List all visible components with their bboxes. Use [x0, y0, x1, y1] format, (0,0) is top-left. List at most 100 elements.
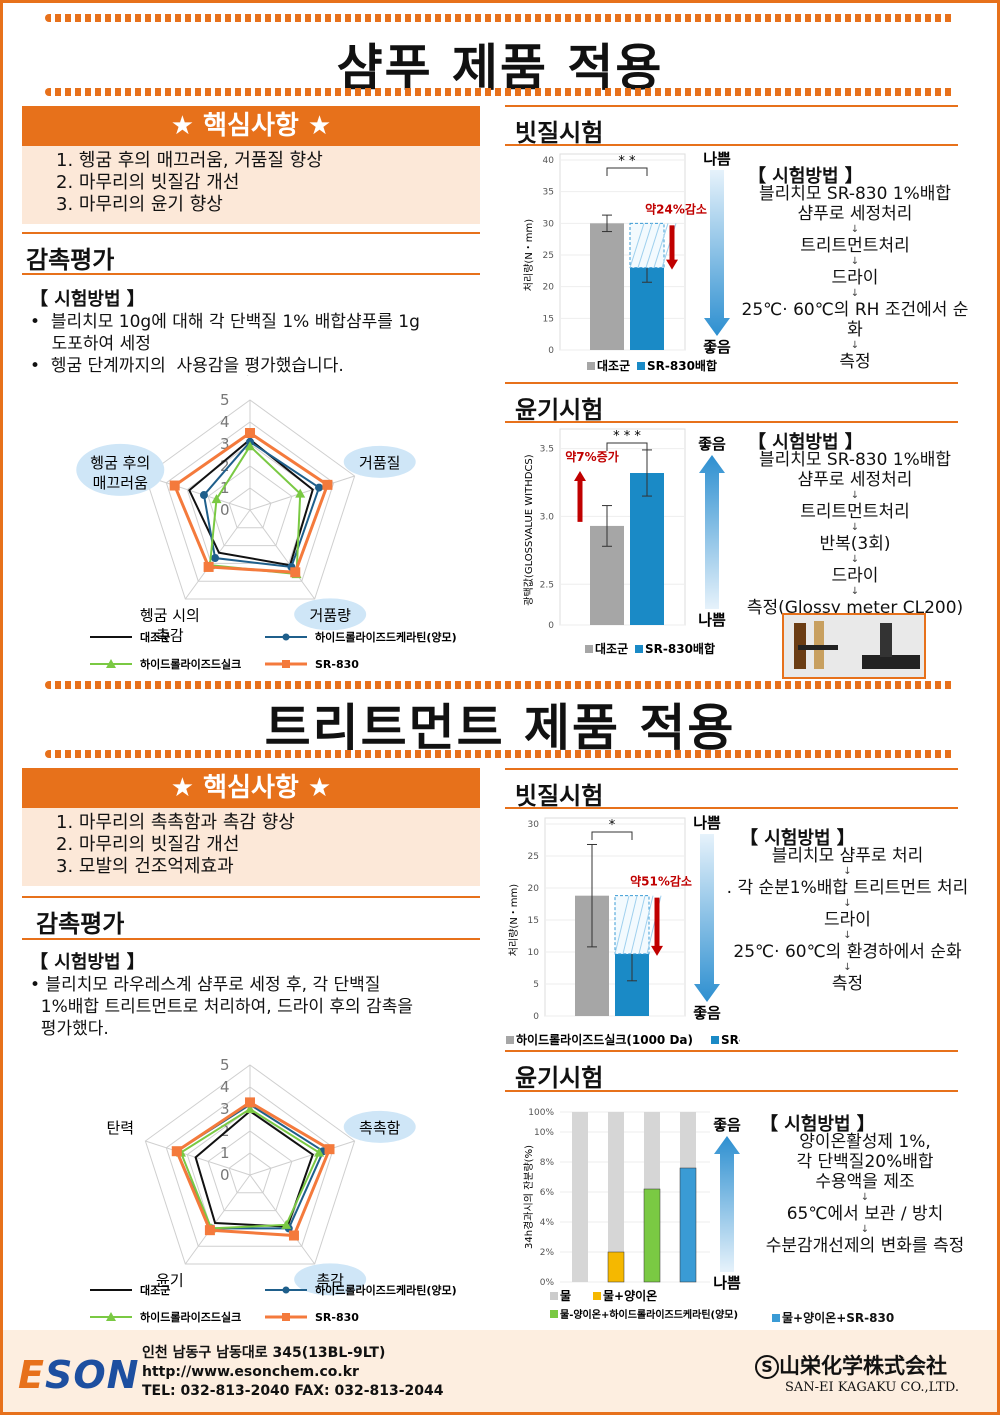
radar-point: [314, 1147, 325, 1157]
radar-spoke: [249, 1174, 316, 1265]
tick-label: 2%: [540, 1248, 555, 1258]
significance-bracket: [591, 831, 633, 840]
step-arrow-icon: ↓: [850, 288, 860, 299]
method-line: 1%배합 트리트먼트로 처리하여, 드라이 후의 감촉을: [30, 997, 413, 1017]
method-line: 평가했다.: [30, 1019, 109, 1039]
bar: [607, 1251, 625, 1283]
radar-grid: [228, 487, 272, 529]
radar-scale-label: 3: [220, 435, 230, 453]
method-step: 측정: [831, 974, 864, 994]
radar-spoke: [184, 509, 251, 600]
radar-point: [324, 1144, 335, 1155]
section1-title: 샴푸 제품 적용: [336, 39, 664, 97]
website-link[interactable]: http://www.esonchem.co.kr: [142, 1364, 359, 1380]
legend-swatch: [587, 362, 595, 370]
radar-scale-label: 0: [220, 1166, 230, 1184]
gloss-method-steps: 블리치모 SR-830 1%배합 샴푸로 세정처리 ↓ 트리트먼트처리 ↓ 반복(3회) ↓…: [745, 450, 965, 618]
address: 인천 남동구 남동대로 345(13BL-9LT): [142, 1345, 386, 1361]
method-step: 블리치모 샴푸로 처리: [771, 846, 924, 866]
method-step: 반복(3회): [819, 534, 891, 554]
divider: [505, 421, 958, 423]
radar-point: [245, 1104, 255, 1113]
significance-bracket: [606, 442, 648, 451]
method-step: 각 단백질20%배합: [796, 1152, 934, 1172]
key-points-list: 1. 헹굼 후의 매끄러움, 거품질 향상 2. 마무리의 빗질감 개선 3. …: [22, 146, 480, 224]
radar-point: [295, 488, 306, 498]
comb-test-title: 빗질시험: [515, 782, 604, 810]
key-point: 2. 마무리의 빗질감 개선: [56, 834, 240, 855]
direction-label-bottom: 좋음: [703, 338, 731, 356]
step-arrow-icon: ↓: [850, 522, 860, 533]
legend-label: SR-830배합(800-1000 Da): [721, 1032, 740, 1047]
legend-swatch: [637, 362, 645, 370]
method-step: 블리치모 SR-830 1%배합: [758, 184, 952, 204]
tick-label: 10%: [534, 1128, 554, 1138]
radar-scale-label: 2: [220, 457, 230, 475]
tick-label: 40: [543, 156, 555, 166]
legend-swatch: [635, 645, 643, 653]
legend-swatch: [711, 1036, 719, 1044]
significance-label: * *: [618, 154, 636, 169]
method-step: 트리트먼트처리: [800, 236, 910, 256]
key-point: 2. 마무리의 빗질감 개선: [56, 172, 240, 193]
key-point: 3. 마무리의 윤기 향상: [56, 194, 223, 215]
radar-spoke: [249, 1140, 355, 1176]
radar-spoke: [184, 1174, 251, 1265]
method-line: • 헹굼 단계까지의 사용감을 평가했습니다.: [30, 356, 344, 376]
tick-label: 25: [528, 852, 539, 862]
y-axis-label: 처리량(N・mm): [508, 884, 520, 956]
legend-label: 대조군: [140, 630, 170, 644]
radar-grid: [207, 465, 293, 547]
method-step: 측정: [839, 352, 871, 372]
method-title: 【 시험방법 】: [30, 952, 145, 973]
change-arrow-head: [574, 471, 586, 481]
radar-scale-label: 1: [220, 1144, 230, 1162]
bar: [679, 1167, 697, 1283]
legend-marker: [282, 633, 290, 641]
divider: [505, 1050, 958, 1052]
divider: [22, 896, 480, 898]
radar-scale-label: 4: [220, 1078, 230, 1096]
divider: [505, 105, 958, 107]
radar-point: [315, 483, 324, 492]
radar-axis-label: 거품량: [309, 606, 351, 624]
tick-label: 0%: [540, 1278, 555, 1288]
y-axis-label: 광택값(GLOSSVALUE WITHDCS): [523, 454, 535, 605]
reduction-box: [629, 222, 665, 269]
tick-label: 30: [528, 820, 540, 830]
radar-axis-label: 촉감: [156, 626, 184, 644]
step-arrow-icon: ↓: [850, 340, 860, 351]
legend-swatch: [550, 1292, 558, 1300]
step-arrow-icon: ↓: [843, 962, 852, 973]
step-arrow-icon: ↓: [843, 898, 852, 909]
divider: [505, 144, 958, 146]
glossmeter-photo: [782, 613, 926, 679]
radar-axis-label: 헹굼 후의: [90, 454, 150, 472]
method-step: 25℃· 60℃의 환경하에서 순화: [733, 942, 962, 962]
direction-label-bottom: 나쁨: [713, 1274, 741, 1292]
divider: [22, 232, 480, 234]
radar-series-line: [202, 440, 321, 569]
tick-label: 10: [528, 948, 540, 958]
method-step: 블리치모 SR-830 1%배합: [758, 450, 952, 470]
sensory-title: 감촉평가: [26, 246, 115, 274]
radar-point: [245, 441, 255, 451]
change-annotation: 약51%감소: [630, 874, 692, 889]
comb-chart-treatment: 30 25 20 15 10 5 0 처리량(N・mm) 약51%감소 * 나쁨좋음하이드롤라이즈드…: [506, 814, 740, 1047]
radar-series-line: [174, 1100, 332, 1238]
y-axis-label: 처리량(N・mm): [523, 219, 535, 291]
method-step: 양이온활성제 1%,: [799, 1132, 931, 1152]
radar-axis-label: 촉감: [316, 1271, 344, 1289]
comb-method-steps: 블리치모 샴푸로 처리 ↓. 각 순분1%배합 트리트먼트 처리 ↓ 드라이 ↓ 25℃·…: [725, 846, 970, 994]
radar-point: [281, 1219, 292, 1229]
radar-grid: [207, 1130, 293, 1212]
legend-label: SR-830배합: [647, 358, 717, 373]
direction-arrow: [704, 170, 730, 336]
gloss-test-title: 윤기시험: [515, 1064, 604, 1092]
sanei-mark-icon: S: [755, 1355, 779, 1379]
change-arrow-head: [651, 945, 663, 956]
key-points-header: ★ 핵심사항 ★: [22, 106, 480, 146]
hatch: [645, 223, 661, 268]
legend-marker: [282, 1313, 290, 1321]
radar-spoke: [145, 475, 251, 511]
